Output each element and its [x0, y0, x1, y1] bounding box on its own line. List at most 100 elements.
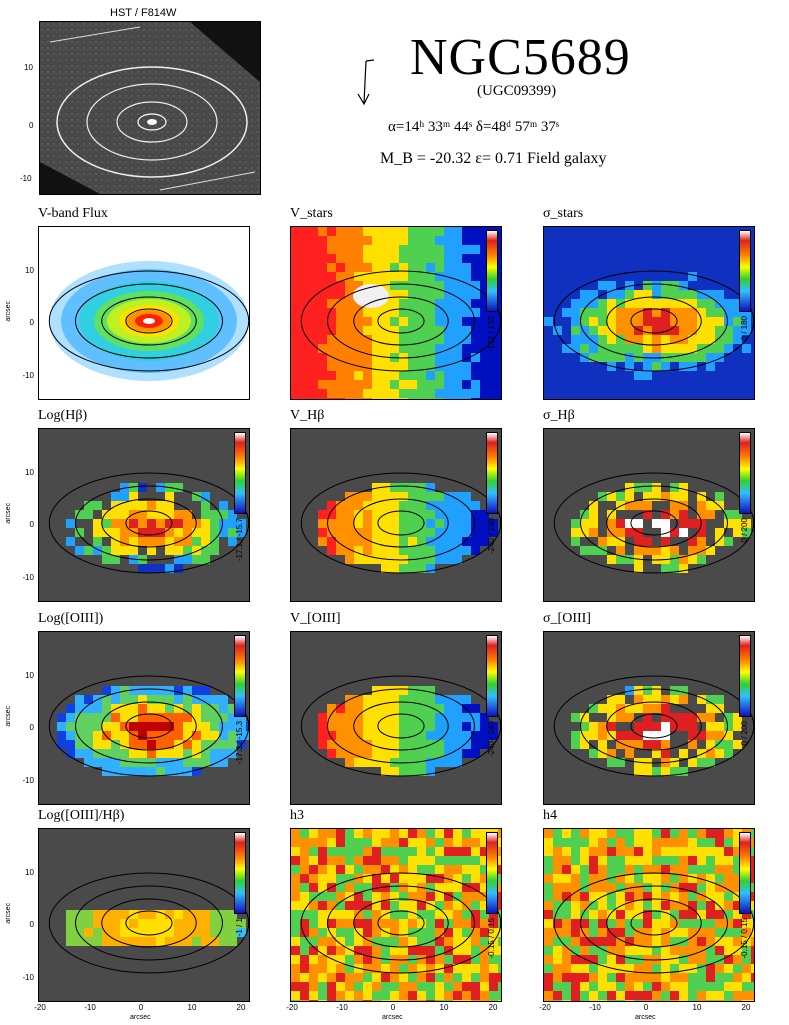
spaxel	[697, 555, 706, 564]
spaxel	[571, 362, 580, 371]
spaxel	[679, 272, 688, 281]
spaxel	[544, 928, 553, 937]
spaxel	[453, 758, 462, 767]
spaxel	[616, 344, 625, 353]
spaxel	[309, 371, 318, 380]
spaxel	[598, 299, 607, 308]
spaxel	[462, 695, 471, 704]
spaxel	[372, 537, 381, 546]
map-panel	[290, 428, 502, 602]
spaxel	[652, 272, 661, 281]
spaxel	[372, 847, 381, 856]
spaxel	[354, 380, 363, 389]
spaxel	[544, 901, 553, 910]
spaxel	[643, 344, 652, 353]
spaxel	[435, 299, 444, 308]
spaxel	[480, 519, 489, 528]
spaxel	[435, 856, 444, 865]
spaxel	[607, 865, 616, 874]
spaxel	[84, 713, 93, 722]
spaxel	[471, 528, 480, 537]
spaxel	[435, 263, 444, 272]
spaxel	[571, 537, 580, 546]
spaxel	[544, 910, 553, 919]
spaxel	[147, 740, 156, 749]
spaxel	[480, 731, 489, 740]
spaxel	[607, 389, 616, 398]
spaxel	[138, 928, 147, 937]
spaxel	[426, 308, 435, 317]
spaxel	[733, 713, 742, 722]
spaxel	[75, 722, 84, 731]
spaxel	[309, 874, 318, 883]
spaxel	[120, 713, 129, 722]
spaxel	[453, 398, 462, 399]
spaxel	[643, 362, 652, 371]
spaxel	[453, 254, 462, 263]
spaxel	[390, 856, 399, 865]
spaxel	[580, 982, 589, 991]
spaxel	[616, 874, 625, 883]
spaxel	[643, 731, 652, 740]
spaxel	[544, 317, 553, 326]
spaxel	[634, 501, 643, 510]
spaxel	[84, 695, 93, 704]
spaxel	[562, 955, 571, 964]
spaxel	[453, 856, 462, 865]
spaxel	[715, 254, 724, 263]
spaxel	[733, 528, 742, 537]
spaxel	[390, 344, 399, 353]
y-tick-label: 10	[25, 468, 34, 477]
spaxel	[733, 272, 742, 281]
spaxel	[697, 501, 706, 510]
spaxel	[589, 883, 598, 892]
spaxel	[372, 492, 381, 501]
spaxel	[300, 856, 309, 865]
spaxel	[174, 749, 183, 758]
spaxel	[408, 281, 417, 290]
spaxel	[607, 892, 616, 901]
spaxel	[201, 528, 210, 537]
spaxel	[147, 767, 156, 776]
spaxel	[381, 344, 390, 353]
spaxel	[553, 245, 562, 254]
spaxel	[643, 281, 652, 290]
spaxel	[318, 955, 327, 964]
spaxel	[571, 713, 580, 722]
spaxel	[471, 991, 480, 1000]
spaxel	[318, 740, 327, 749]
spaxel	[444, 928, 453, 937]
spaxel	[544, 946, 553, 955]
spaxel	[138, 686, 147, 695]
spaxel	[679, 299, 688, 308]
spaxel	[462, 856, 471, 865]
spaxel	[453, 749, 462, 758]
spaxel	[336, 955, 345, 964]
spaxel	[309, 272, 318, 281]
spaxel	[634, 317, 643, 326]
spaxel	[580, 317, 589, 326]
spaxel	[399, 371, 408, 380]
spaxel	[679, 519, 688, 528]
spaxel	[408, 227, 417, 236]
spaxel	[498, 982, 501, 991]
spaxel	[390, 749, 399, 758]
spaxel	[480, 537, 489, 546]
spaxel	[66, 919, 75, 928]
spaxel	[327, 910, 336, 919]
spaxel	[634, 227, 643, 236]
spaxel	[354, 731, 363, 740]
spaxel	[345, 991, 354, 1000]
spaxel	[444, 290, 453, 299]
spaxel	[688, 380, 697, 389]
spaxel	[724, 865, 733, 874]
spaxel	[661, 829, 670, 838]
spaxel	[724, 901, 733, 910]
spaxel	[679, 245, 688, 254]
spaxel	[471, 389, 480, 398]
spaxel	[571, 281, 580, 290]
spaxel	[345, 874, 354, 883]
spaxel	[345, 713, 354, 722]
spaxel	[102, 519, 111, 528]
spaxel	[498, 901, 501, 910]
